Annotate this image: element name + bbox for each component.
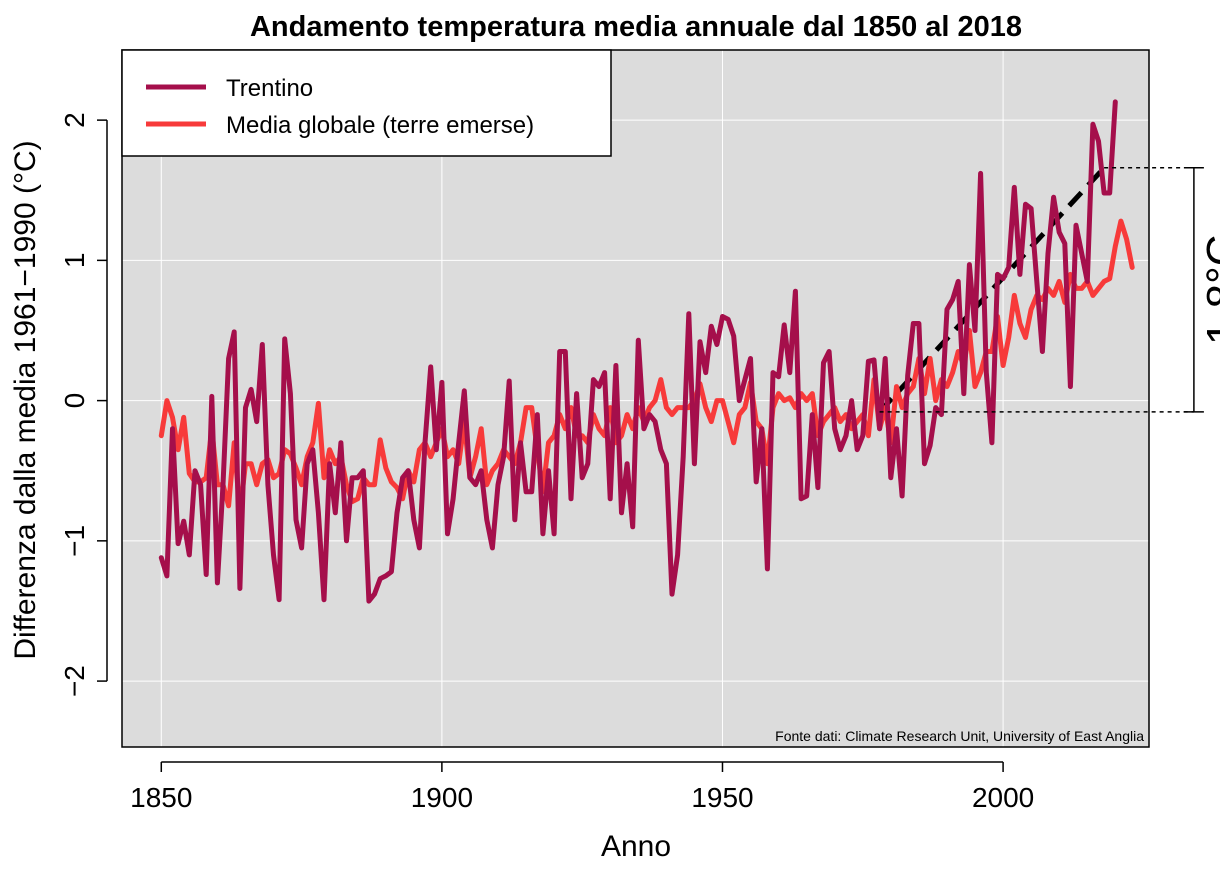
x-tick-label: 1900: [411, 782, 473, 813]
x-axis-title: Anno: [601, 830, 671, 863]
series-line-global: [158, 218, 1135, 516]
x-tick-label: 1950: [691, 782, 753, 813]
y-tick-label: 2: [59, 112, 90, 128]
legend-box: [121, 49, 612, 157]
x-tick-label: 2000: [972, 782, 1034, 813]
source-note: Fonte dati: Climate Research Unit, Unive…: [775, 728, 1144, 744]
reference-lines: [879, 167, 1194, 413]
y-tick-label: −2: [59, 665, 90, 697]
series-layer: [158, 99, 1135, 604]
series-line-trentino: [158, 99, 1118, 604]
x-tick-label: 1850: [130, 782, 192, 813]
y-tick-label: 1: [59, 253, 90, 269]
y-tick-label: 0: [59, 393, 90, 409]
plot-frame: [121, 49, 1150, 748]
y-axis: −2 −1 0 1 2: [59, 112, 108, 697]
legend-label-trentino: Trentino: [226, 75, 313, 102]
warming-bracket: 1.8°C: [1183, 167, 1220, 413]
y-axis-title: Differenza dalla media 1961−1990 (°C): [9, 140, 42, 659]
legend: Trentino Media globale (terre emerse): [121, 49, 612, 157]
warming-annotation: 1.8°C: [1198, 235, 1220, 346]
legend-label-global: Media globale (terre emerse): [226, 112, 534, 139]
x-axis: 1850 1900 1950 2000: [130, 761, 1034, 813]
chart-title: Andamento temperatura media annuale dal …: [250, 11, 1022, 43]
y-tick-label: −1: [59, 525, 90, 557]
